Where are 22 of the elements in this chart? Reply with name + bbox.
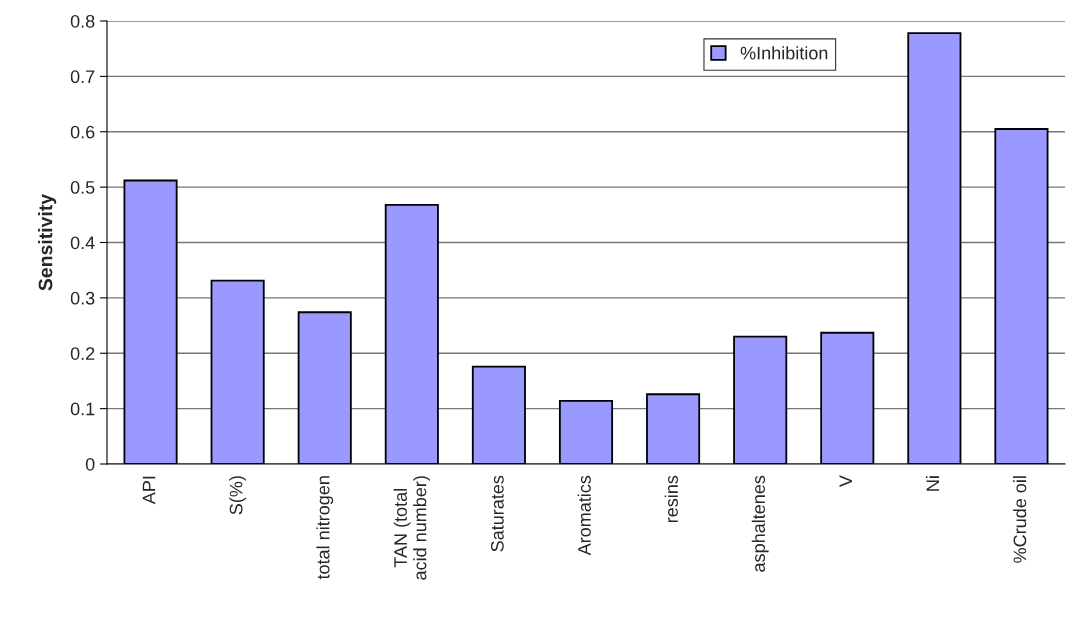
legend-label: %Inhibition — [740, 46, 828, 60]
y-tick-label: 0.6 — [70, 125, 95, 139]
y-tick-label: 0.4 — [70, 236, 95, 250]
y-tick-label: 0.8 — [70, 14, 95, 28]
x-tick-label: API — [142, 476, 156, 505]
y-tick-label: 0 — [85, 457, 95, 471]
x-tick-label: resins — [664, 475, 678, 523]
y-tick-label: 0.2 — [70, 347, 95, 360]
x-tick-label: asphaltenes — [751, 475, 769, 572]
y-tick-label: 0.5 — [70, 181, 95, 194]
x-tick-label: %Crude oil — [1013, 476, 1027, 563]
x-tick-label: Aromatics — [577, 475, 591, 556]
x-tick-label: TAN (total acid number) — [393, 476, 430, 580]
x-tick-label: Ni — [925, 476, 940, 491]
x-tick-label: V — [839, 475, 852, 488]
y-tick-label: 0.3 — [70, 291, 95, 305]
y-tick-label: 0.1 — [70, 402, 95, 416]
y-axis-title: Sensitivity — [38, 193, 57, 291]
x-tick-label: S(%) — [229, 476, 247, 515]
x-tick-label: total nitrogen — [316, 476, 334, 580]
x-tick-label: Saturates — [490, 475, 504, 552]
y-tick-label: 0.7 — [70, 70, 95, 84]
